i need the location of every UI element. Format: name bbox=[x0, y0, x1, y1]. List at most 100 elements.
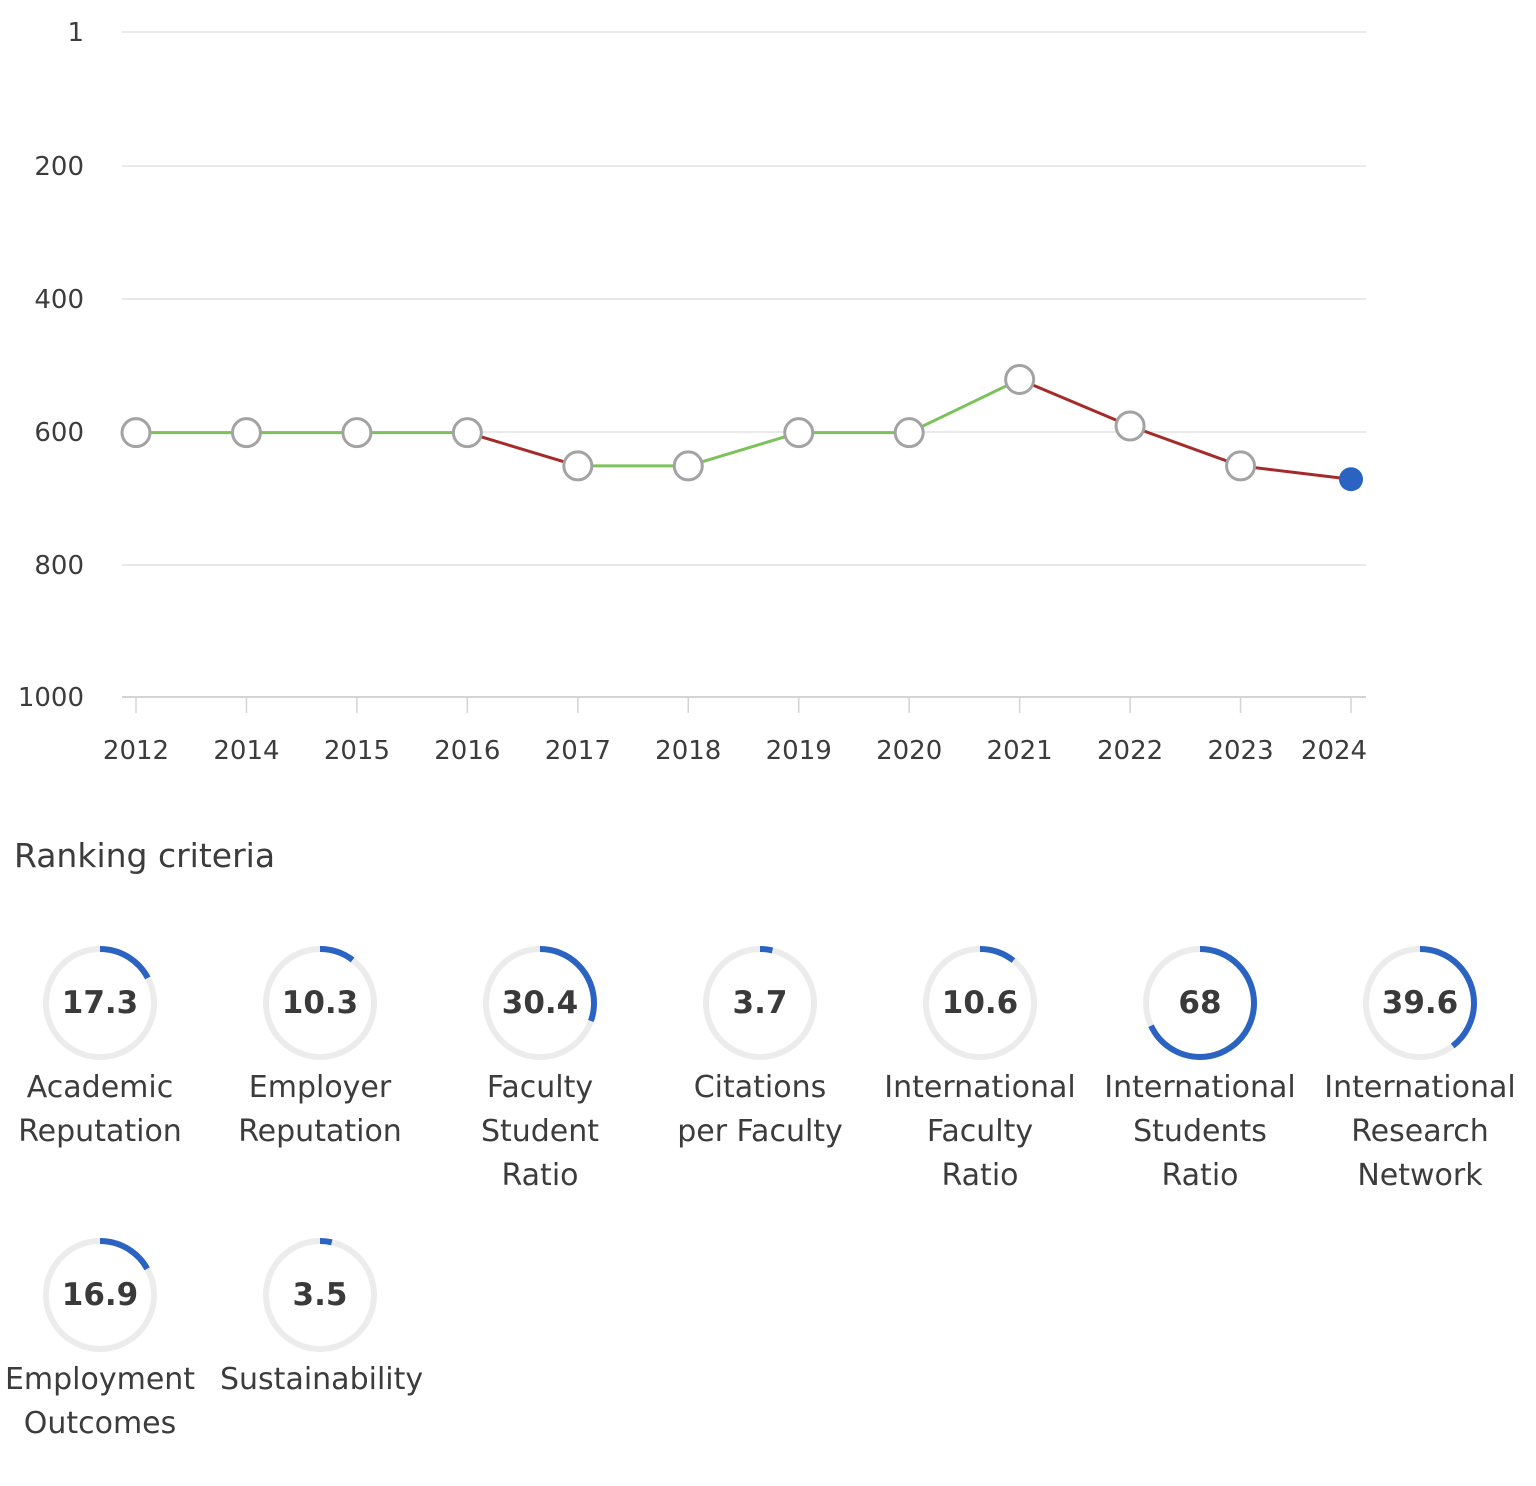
data-point bbox=[562, 450, 594, 482]
gauge-value: 39.6 bbox=[1381, 985, 1459, 1021]
criterion-label-line: Ratio bbox=[941, 1158, 1019, 1193]
criterion-label-line: Students bbox=[1133, 1114, 1267, 1149]
gauge-value: 3.7 bbox=[732, 985, 788, 1021]
gauge-ring bbox=[1143, 946, 1257, 1060]
y-tick-label: 800 bbox=[34, 551, 84, 581]
criterion-label-line: Reputation bbox=[238, 1114, 402, 1149]
data-point bbox=[893, 417, 925, 449]
gauge-progress bbox=[263, 946, 377, 1060]
criterion-faculty-student-ratio[interactable]: 30.4 Faculty Student Ratio bbox=[440, 944, 660, 1194]
data-point bbox=[1225, 450, 1257, 482]
criterion-employment-outcomes[interactable]: 16.9 Employment Outcomes bbox=[0, 1236, 220, 1486]
gauge-ring bbox=[263, 946, 377, 1060]
gauge-ring bbox=[483, 946, 597, 1060]
x-tick-label: 2024 bbox=[1301, 736, 1367, 766]
data-point bbox=[1114, 410, 1146, 442]
y-tick-label: 600 bbox=[34, 418, 84, 448]
criterion-label-line: Employment bbox=[4, 1362, 196, 1397]
gauge-ring bbox=[923, 946, 1037, 1060]
criterion-label-line: International bbox=[884, 1070, 1076, 1105]
x-tick-label: 2022 bbox=[1097, 736, 1163, 766]
criterion-label-line: Faculty bbox=[926, 1114, 1034, 1149]
y-tick-label: 1 bbox=[67, 18, 84, 48]
y-tick-label: 400 bbox=[34, 285, 84, 315]
gauge: 16.9 bbox=[41, 1236, 159, 1354]
data-point bbox=[672, 450, 704, 482]
y-tick-label: 1000 bbox=[18, 683, 84, 713]
criterion-international-students-ratio[interactable]: 68 International Students Ratio bbox=[1100, 944, 1320, 1194]
criterion-label-line: Ratio bbox=[501, 1158, 579, 1193]
gauge-value: 10.6 bbox=[941, 985, 1019, 1021]
gauge: 10.6 bbox=[921, 944, 1039, 1062]
x-tick-label: 2018 bbox=[655, 736, 721, 766]
data-point bbox=[341, 417, 373, 449]
criterion-employer-reputation[interactable]: 10.3 Employer Reputation bbox=[220, 944, 440, 1194]
rank-history-chart: 1 200 400 600 800 1000 2012 2014 2015 2016 2017 201… bbox=[18, 18, 1367, 766]
criterion-label-line: Student bbox=[480, 1114, 600, 1149]
gauge: 3.7 bbox=[701, 944, 819, 1062]
criterion-label-line: Citations bbox=[693, 1070, 827, 1105]
y-tick-label: 200 bbox=[34, 152, 84, 182]
criterion-international-faculty-ratio[interactable]: 10.6 International Faculty Ratio bbox=[880, 944, 1100, 1194]
criterion-label: Sustainability bbox=[220, 1358, 424, 1402]
data-point bbox=[451, 417, 483, 449]
gauge-value: 3.5 bbox=[292, 1277, 348, 1313]
criterion-label-line: per Faculty bbox=[677, 1114, 843, 1149]
gauge-ring bbox=[43, 946, 157, 1060]
criterion-label-line: Research bbox=[1351, 1114, 1489, 1149]
criterion-label-line: Sustainability bbox=[220, 1362, 424, 1397]
gauge: 17.3 bbox=[41, 944, 159, 1062]
gauge-progress bbox=[923, 946, 1037, 1060]
criterion-label: International Research Network bbox=[1320, 1066, 1520, 1198]
series-line-segment bbox=[465, 431, 580, 468]
criterion-label: Academic Reputation bbox=[0, 1066, 200, 1154]
gauge-value: 17.3 bbox=[61, 985, 139, 1021]
current-rank-point bbox=[1339, 467, 1363, 492]
criterion-label-line: International bbox=[1104, 1070, 1296, 1105]
series-line-segment bbox=[1128, 424, 1243, 468]
data-point bbox=[120, 417, 152, 449]
x-tick-label: 2014 bbox=[213, 736, 279, 766]
series-line-segment bbox=[686, 431, 801, 468]
criterion-label: International Faculty Ratio bbox=[880, 1066, 1080, 1198]
criterion-label-line: Reputation bbox=[18, 1114, 182, 1149]
criterion-label: Employer Reputation bbox=[220, 1066, 420, 1154]
gauge-progress bbox=[703, 946, 817, 1060]
data-point bbox=[230, 417, 262, 449]
x-tick-label: 2012 bbox=[103, 736, 169, 766]
criterion-international-research-network[interactable]: 39.6 International Research Network bbox=[1320, 944, 1536, 1194]
x-tick-label: 2017 bbox=[545, 736, 611, 766]
series-line-segment bbox=[1239, 464, 1353, 481]
x-tick-label: 2020 bbox=[876, 736, 942, 766]
criterion-label: Employment Outcomes bbox=[0, 1358, 200, 1446]
gauge-progress bbox=[1363, 946, 1477, 1060]
series-line-segment bbox=[1018, 377, 1132, 428]
gauge-value: 68 bbox=[1178, 985, 1222, 1021]
gauge-value: 10.3 bbox=[281, 985, 359, 1021]
ranking-criteria-title: Ranking criteria bbox=[14, 836, 276, 875]
criterion-label: Citations per Faculty bbox=[660, 1066, 860, 1154]
criterion-label-line: Outcomes bbox=[23, 1406, 177, 1441]
gauge-ring bbox=[1363, 946, 1477, 1060]
criterion-label: Faculty Student Ratio bbox=[440, 1066, 640, 1198]
criterion-label-line: Ratio bbox=[1161, 1158, 1239, 1193]
gauge-ring bbox=[263, 1238, 377, 1352]
gauge-progress bbox=[43, 1238, 157, 1352]
criterion-academic-reputation[interactable]: 17.3 Academic Reputation bbox=[0, 944, 220, 1194]
criterion-citations-per-faculty[interactable]: 3.7 Citations per Faculty bbox=[660, 944, 880, 1194]
x-tick-label: 2023 bbox=[1207, 736, 1273, 766]
gauge: 39.6 bbox=[1361, 944, 1479, 1062]
gauge: 68 bbox=[1141, 944, 1259, 1062]
x-tick-label: 2016 bbox=[434, 736, 500, 766]
gauge-ring bbox=[43, 1238, 157, 1352]
criterion-label-line: Faculty bbox=[486, 1070, 594, 1105]
gauge-ring bbox=[703, 946, 817, 1060]
criterion-label-line: International bbox=[1324, 1070, 1516, 1105]
gauge-progress bbox=[43, 946, 157, 1060]
x-tick-label: 2019 bbox=[766, 736, 832, 766]
data-point bbox=[783, 417, 815, 449]
criterion-sustainability[interactable]: 3.5 Sustainability bbox=[220, 1236, 440, 1486]
criterion-label-line: Employer bbox=[248, 1070, 392, 1105]
gauge-value: 16.9 bbox=[61, 1277, 139, 1313]
criterion-label-line: Academic bbox=[26, 1070, 174, 1105]
